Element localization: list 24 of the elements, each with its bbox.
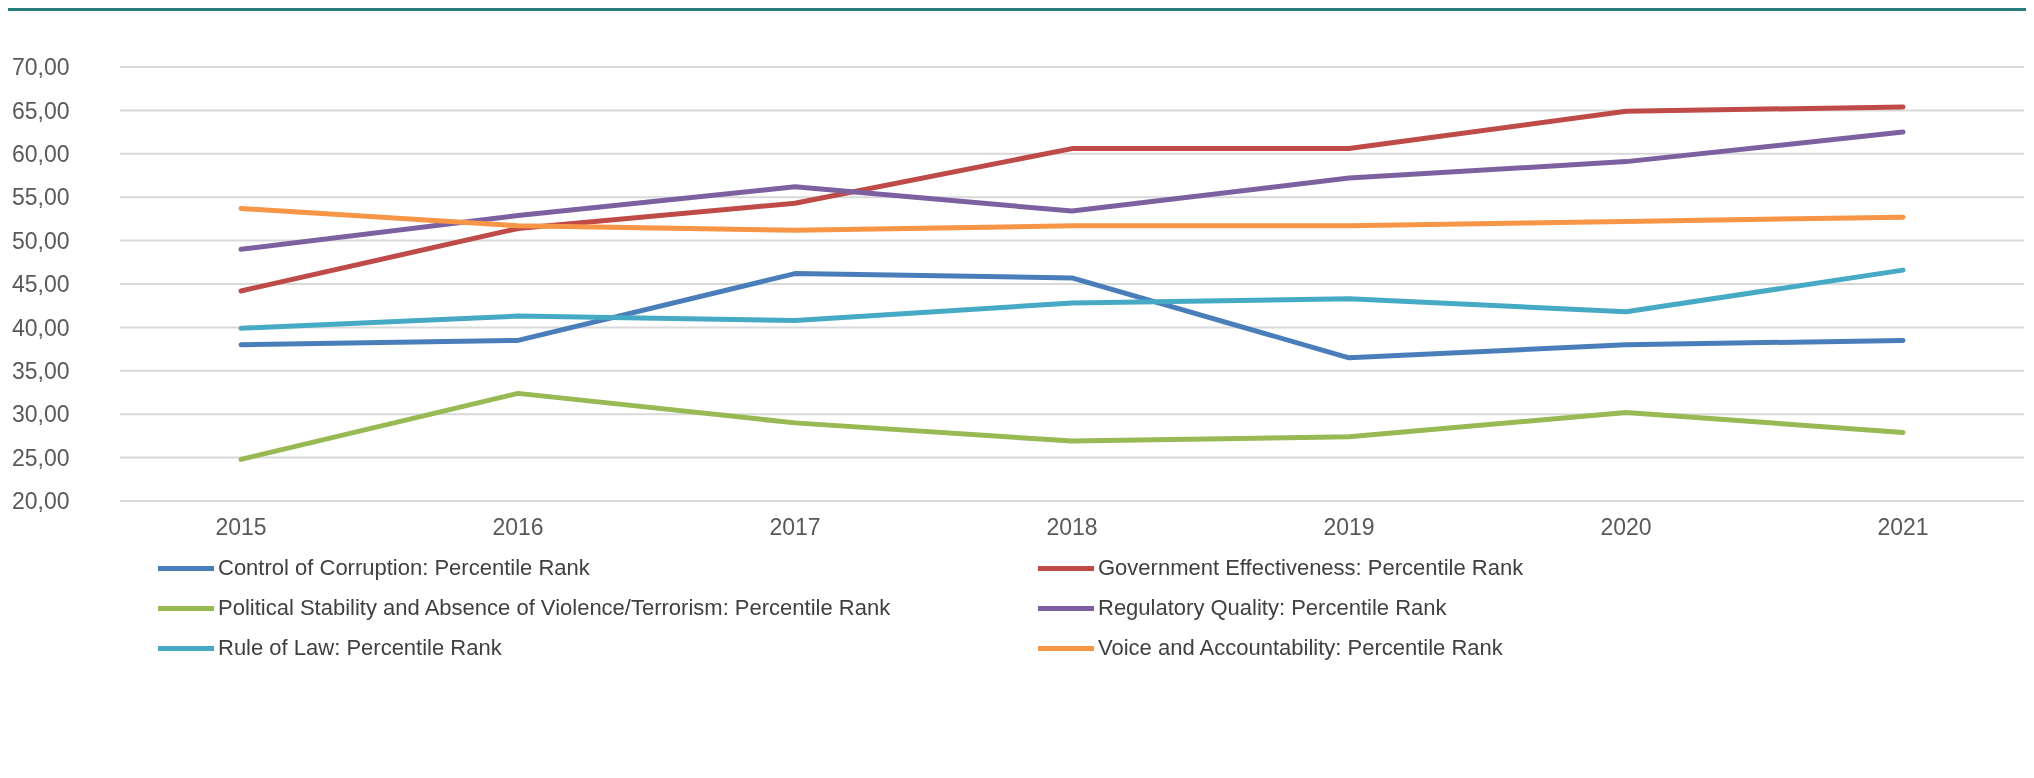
legend-label: Government Effectiveness: Percentile Rank [1098,555,1524,581]
y-tick-label: 20,00 [12,488,70,515]
legend-label: Control of Corruption: Percentile Rank [218,555,590,581]
x-tick-label: 2016 [492,514,544,541]
y-tick-label: 55,00 [12,184,70,211]
x-tick-label: 2020 [1600,514,1652,541]
legend-label: Voice and Accountability: Percentile Rank [1098,635,1503,661]
y-tick-label: 30,00 [12,401,70,428]
y-tick-label: 50,00 [12,227,70,254]
y-tick-label: 40,00 [12,314,70,341]
y-tick-label: 45,00 [12,271,70,298]
x-tick-label: 2018 [1046,514,1098,541]
legend-label: Political Stability and Absence of Violence/Terrorism: Percentile Rank [218,595,891,621]
y-tick-label: 65,00 [12,97,70,124]
y-tick-label: 60,00 [12,140,70,167]
x-tick-label: 2019 [1323,514,1375,541]
y-tick-label: 70,00 [12,54,70,81]
x-tick-label: 2021 [1877,514,1929,541]
x-tick-label: 2017 [769,514,821,541]
legend-label: Regulatory Quality: Percentile Rank [1098,595,1447,621]
y-tick-label: 35,00 [12,357,70,384]
x-tick-label: 2015 [215,514,267,541]
y-tick-label: 25,00 [12,444,70,471]
legend-label: Rule of Law: Percentile Rank [218,635,502,661]
